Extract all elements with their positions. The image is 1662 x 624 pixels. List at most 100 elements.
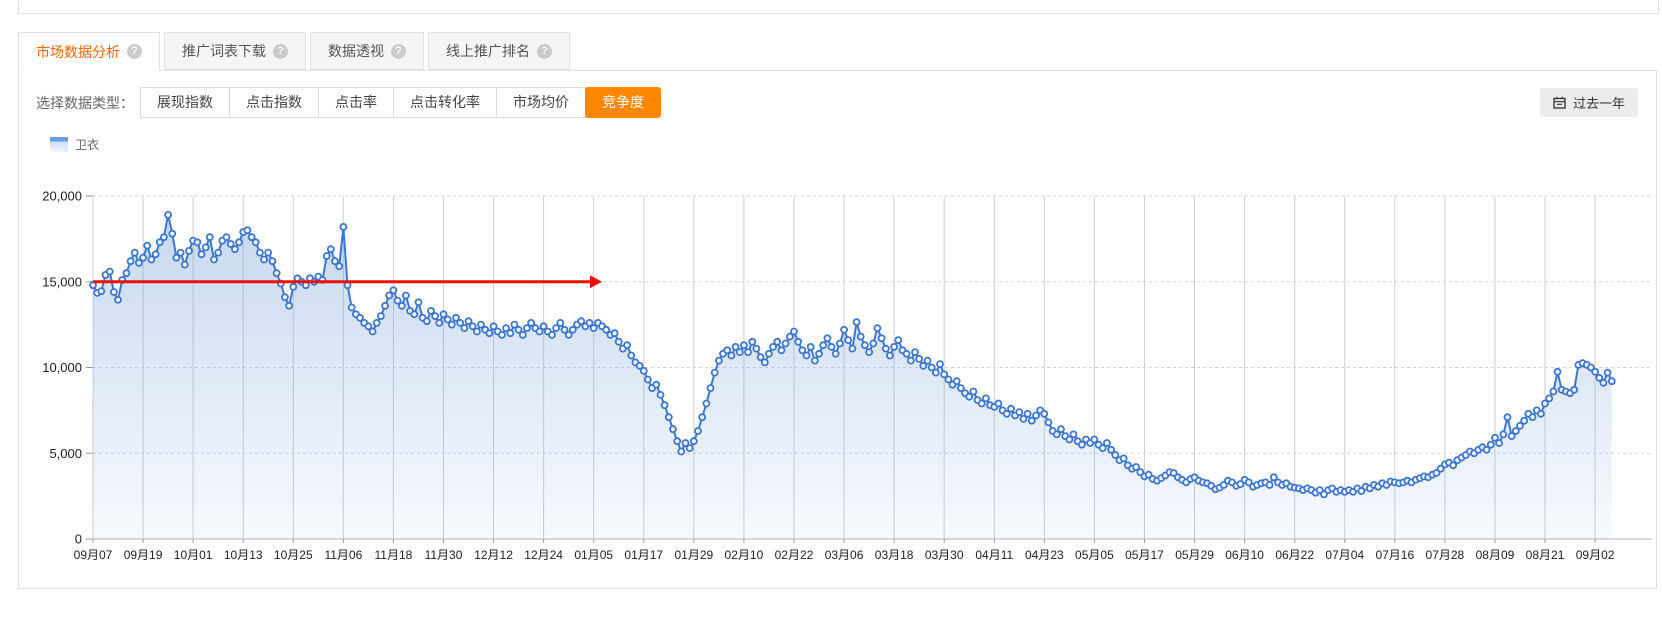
data-point[interactable]	[1269, 473, 1278, 482]
data-point[interactable]	[556, 318, 565, 327]
data-point[interactable]	[856, 332, 865, 341]
help-icon[interactable]: ?	[127, 44, 142, 59]
data-point[interactable]	[777, 346, 786, 355]
data-point[interactable]	[176, 248, 185, 257]
data-point[interactable]	[669, 425, 677, 434]
data-point[interactable]	[235, 238, 243, 247]
metric-button-click-rate[interactable]: 点击率	[318, 87, 394, 118]
data-point[interactable]	[1002, 409, 1011, 418]
data-point[interactable]	[1603, 368, 1612, 377]
data-point[interactable]	[414, 298, 423, 307]
data-point[interactable]	[940, 370, 949, 379]
data-point[interactable]	[752, 344, 761, 353]
data-point[interactable]	[527, 318, 536, 327]
data-point[interactable]	[381, 301, 390, 310]
data-point[interactable]	[510, 320, 519, 329]
data-point[interactable]	[1591, 367, 1599, 376]
data-point[interactable]	[769, 342, 777, 351]
data-point[interactable]	[915, 354, 924, 363]
data-point[interactable]	[627, 351, 636, 360]
data-point[interactable]	[623, 341, 631, 350]
data-point[interactable]	[431, 312, 440, 321]
data-point[interactable]	[585, 318, 594, 327]
tab-keyword-list-download[interactable]: 推广词表下载?	[164, 32, 306, 70]
data-point[interactable]	[331, 257, 339, 266]
data-point[interactable]	[844, 336, 853, 345]
data-point[interactable]	[1052, 430, 1061, 439]
data-point[interactable]	[164, 211, 173, 219]
data-point[interactable]	[155, 238, 164, 247]
data-point[interactable]	[831, 349, 840, 358]
data-point[interactable]	[497, 330, 506, 339]
data-point[interactable]	[815, 349, 823, 358]
data-point[interactable]	[1549, 387, 1558, 396]
data-point[interactable]	[114, 295, 122, 304]
data-point[interactable]	[1607, 377, 1616, 386]
data-point[interactable]	[1595, 373, 1604, 382]
data-point[interactable]	[105, 267, 114, 276]
data-point[interactable]	[794, 337, 803, 346]
data-point[interactable]	[335, 262, 344, 271]
data-point[interactable]	[735, 348, 744, 357]
data-point[interactable]	[802, 351, 811, 360]
data-point[interactable]	[977, 399, 986, 408]
data-point[interactable]	[740, 341, 748, 350]
data-point[interactable]	[1119, 454, 1128, 463]
data-point[interactable]	[172, 253, 181, 262]
data-point[interactable]	[1107, 445, 1115, 454]
data-point[interactable]	[506, 329, 515, 338]
data-point[interactable]	[806, 342, 815, 351]
data-point[interactable]	[944, 375, 953, 384]
data-point[interactable]	[1111, 451, 1120, 459]
data-point[interactable]	[644, 375, 652, 384]
data-point[interactable]	[902, 349, 911, 358]
data-point[interactable]	[401, 291, 410, 300]
data-point[interactable]	[452, 313, 460, 322]
data-point[interactable]	[272, 269, 281, 278]
data-point[interactable]	[840, 325, 848, 334]
data-point[interactable]	[731, 342, 740, 351]
data-point[interactable]	[393, 296, 402, 305]
data-point[interactable]	[214, 248, 223, 257]
data-point[interactable]	[656, 390, 665, 399]
data-point[interactable]	[456, 318, 465, 327]
data-point[interactable]	[427, 306, 435, 315]
data-point[interactable]	[126, 257, 135, 266]
data-point[interactable]	[222, 233, 231, 242]
data-point[interactable]	[568, 325, 577, 334]
data-point[interactable]	[280, 293, 289, 302]
data-point[interactable]	[781, 339, 790, 348]
data-point[interactable]	[1069, 430, 1078, 439]
data-point[interactable]	[143, 241, 152, 250]
data-point[interactable]	[773, 337, 782, 346]
data-point[interactable]	[635, 361, 644, 370]
data-point[interactable]	[836, 339, 844, 348]
data-point[interactable]	[1491, 433, 1499, 442]
data-point[interactable]	[957, 384, 965, 393]
data-point[interactable]	[285, 301, 294, 310]
data-point[interactable]	[522, 324, 531, 333]
data-point[interactable]	[1057, 425, 1065, 434]
data-point[interactable]	[372, 318, 381, 327]
data-point[interactable]	[368, 327, 377, 336]
data-point[interactable]	[485, 329, 494, 338]
data-point[interactable]	[681, 439, 690, 447]
data-point[interactable]	[911, 348, 919, 357]
data-point[interactable]	[1007, 404, 1015, 413]
metric-button-impression-index[interactable]: 展现指数	[140, 87, 230, 118]
help-icon[interactable]: ?	[391, 43, 406, 59]
data-point[interactable]	[1065, 435, 1074, 444]
data-point[interactable]	[1265, 481, 1274, 489]
data-point[interactable]	[1495, 439, 1503, 447]
data-point[interactable]	[1516, 421, 1524, 430]
data-point[interactable]	[489, 322, 498, 331]
data-point[interactable]	[785, 332, 794, 341]
data-point[interactable]	[877, 334, 886, 343]
data-point[interactable]	[748, 337, 757, 346]
data-point[interactable]	[539, 322, 548, 331]
metric-button-competition[interactable]: 竞争度	[585, 87, 661, 118]
data-point[interactable]	[1599, 378, 1608, 387]
data-point[interactable]	[472, 327, 481, 336]
data-point[interactable]	[1520, 416, 1529, 425]
data-point[interactable]	[827, 342, 836, 351]
